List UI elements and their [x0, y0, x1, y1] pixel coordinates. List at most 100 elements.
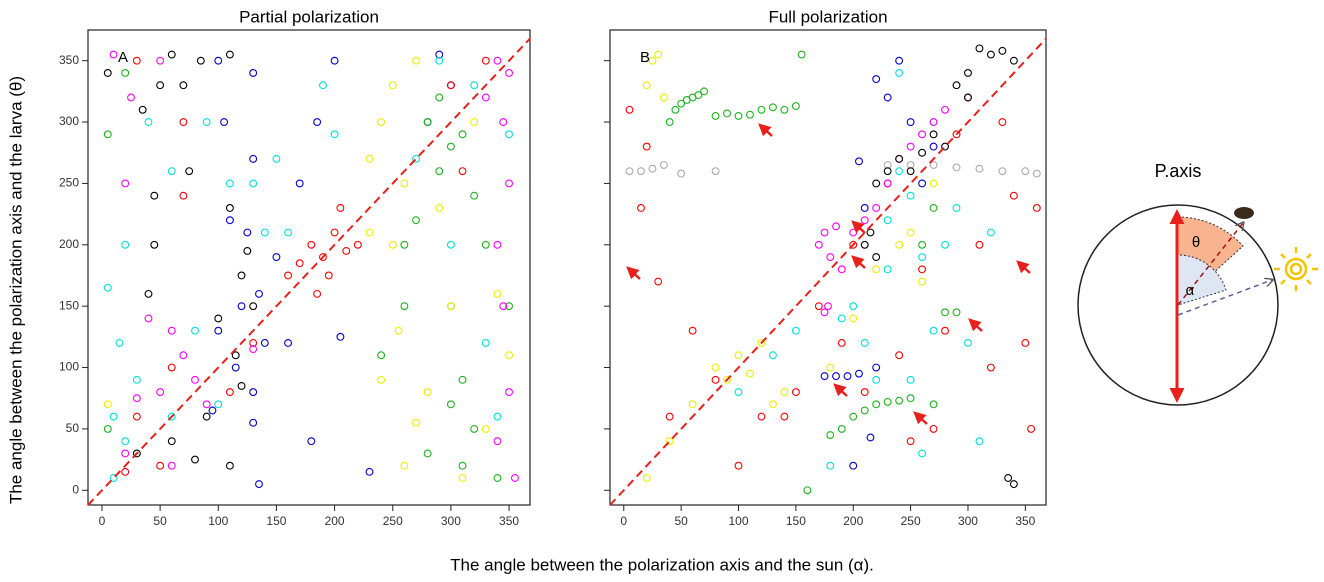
- x-tick-label: 200: [325, 514, 345, 528]
- point: [144, 314, 153, 323]
- point: [918, 179, 927, 188]
- point: [400, 240, 409, 249]
- point: [336, 332, 345, 341]
- y-tick-label: 250: [59, 176, 79, 190]
- point: [757, 412, 766, 421]
- point: [780, 388, 789, 397]
- point: [849, 302, 858, 311]
- point: [659, 161, 668, 169]
- point: [723, 109, 731, 118]
- point: [458, 167, 467, 176]
- point: [336, 204, 345, 212]
- circle: [1077, 204, 1279, 406]
- point: [1032, 169, 1041, 178]
- point: [458, 461, 467, 470]
- point: [814, 240, 823, 249]
- point: [127, 93, 135, 102]
- point: [121, 179, 130, 188]
- point: [1009, 480, 1018, 489]
- point: [284, 339, 293, 347]
- point: [986, 363, 995, 372]
- point: [929, 326, 938, 335]
- point: [179, 118, 188, 127]
- point: [826, 461, 835, 470]
- point: [249, 345, 258, 354]
- x-tick-label: 50: [153, 514, 167, 528]
- point: [826, 363, 835, 372]
- point: [895, 69, 904, 77]
- point: [734, 111, 743, 120]
- point: [179, 351, 188, 360]
- point: [103, 400, 112, 409]
- point: [330, 56, 339, 65]
- point: [883, 265, 892, 274]
- point: [688, 400, 697, 409]
- point: [481, 56, 490, 65]
- point: [883, 93, 892, 102]
- point: [872, 204, 881, 212]
- point: [929, 204, 938, 212]
- point: [906, 142, 915, 151]
- point: [654, 277, 663, 286]
- point: [377, 118, 386, 127]
- arrow: [758, 123, 773, 137]
- point: [237, 381, 246, 390]
- point: [826, 431, 835, 439]
- point: [941, 105, 949, 114]
- point: [435, 56, 444, 65]
- point: [746, 369, 754, 378]
- point: [906, 191, 915, 200]
- point: [837, 265, 846, 274]
- point: [225, 204, 234, 212]
- point: [121, 240, 130, 249]
- point: [734, 388, 743, 397]
- point: [734, 461, 743, 470]
- point: [144, 118, 153, 127]
- point: [883, 216, 892, 225]
- point: [208, 406, 217, 415]
- point: [505, 388, 514, 397]
- point: [237, 271, 246, 280]
- point: [952, 81, 961, 90]
- point: [481, 424, 490, 433]
- point: [860, 339, 869, 347]
- point: [780, 412, 789, 421]
- point: [231, 351, 240, 360]
- point: [505, 351, 514, 360]
- point: [929, 161, 938, 169]
- point: [964, 69, 972, 77]
- point: [895, 240, 904, 249]
- point: [883, 397, 892, 406]
- point: [132, 412, 141, 421]
- point: [423, 118, 432, 127]
- point: [1027, 424, 1036, 433]
- point: [446, 142, 455, 151]
- point: [470, 81, 479, 90]
- x-tick-label: 350: [1015, 514, 1035, 528]
- point: [377, 375, 386, 384]
- point: [446, 400, 455, 409]
- point: [249, 69, 258, 77]
- point: [659, 93, 668, 102]
- point: [711, 375, 720, 384]
- point: [700, 87, 709, 96]
- point: [1009, 191, 1018, 200]
- x-tick-label: 250: [901, 514, 921, 528]
- point: [849, 461, 858, 470]
- point: [179, 81, 188, 90]
- point: [665, 412, 674, 421]
- x-tick-label: 100: [728, 514, 748, 528]
- point: [918, 240, 927, 249]
- point: [1009, 56, 1018, 65]
- arrow: [968, 318, 983, 332]
- point: [625, 105, 634, 114]
- point: [791, 102, 800, 111]
- point: [941, 142, 949, 151]
- point: [952, 163, 961, 172]
- point: [872, 363, 881, 372]
- point: [872, 75, 881, 84]
- point: [109, 50, 118, 59]
- point: [906, 394, 915, 403]
- point: [156, 461, 165, 470]
- point: [906, 161, 915, 169]
